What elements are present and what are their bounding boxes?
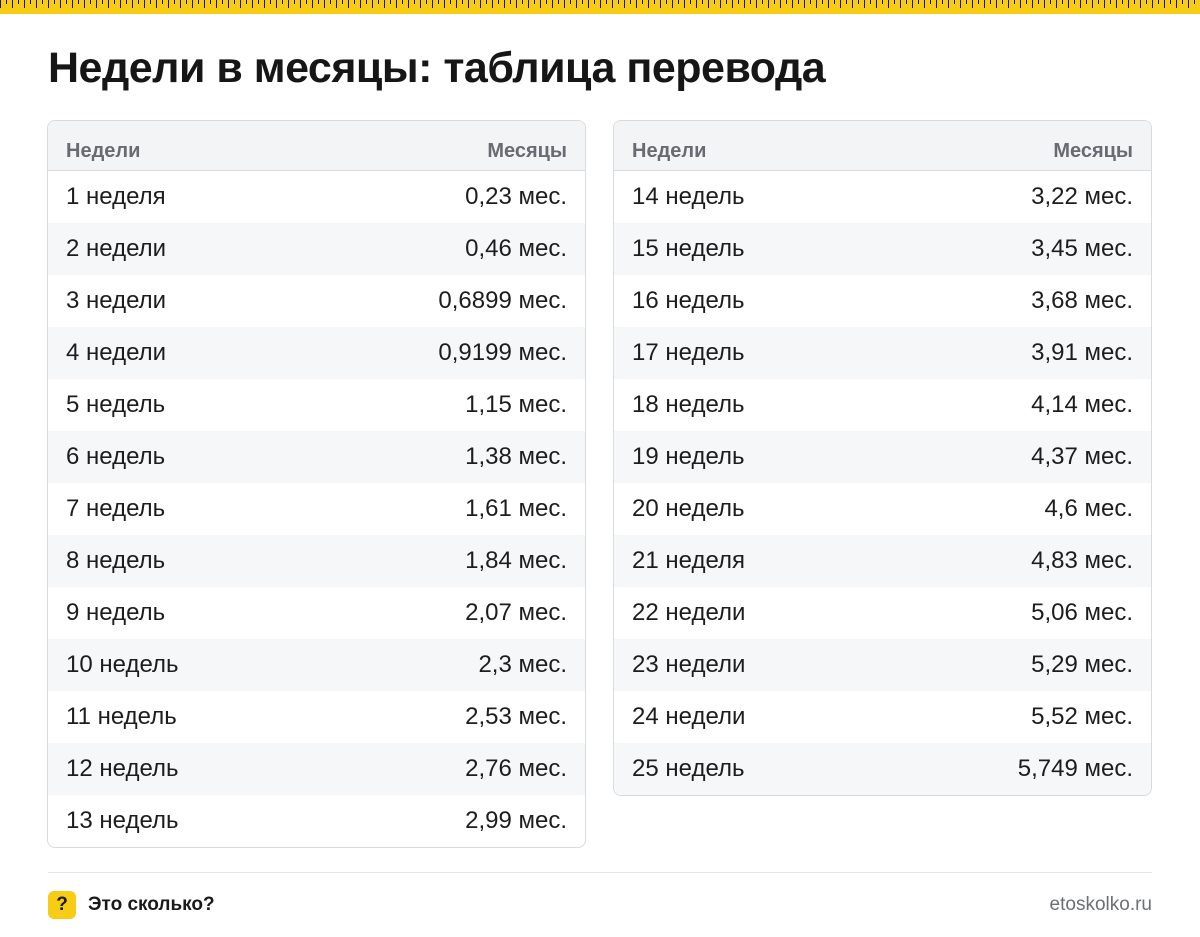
table-row: 18 недель 4,14 мес. (614, 379, 1151, 431)
row-weeks: 14 недель (632, 183, 745, 210)
row-weeks: 12 недель (66, 755, 179, 782)
table-rows: 14 недель 3,22 мес. 15 недель 3,45 мес. 16… (614, 171, 1151, 795)
row-months: 4,6 мес. (1044, 495, 1133, 522)
row-months: 3,22 мес. (1031, 183, 1133, 210)
row-months: 2,99 мес. (465, 807, 567, 834)
row-weeks: 7 недель (66, 495, 166, 522)
table-row: 2 недели 0,46 мес. (48, 223, 585, 275)
table-row: 17 недель 3,91 мес. (614, 327, 1151, 379)
row-months: 1,61 мес. (465, 495, 567, 522)
row-weeks: 23 недели (632, 651, 746, 678)
table-row: 4 недели 0,9199 мес. (48, 327, 585, 379)
row-months: 4,14 мес. (1031, 391, 1133, 418)
row-months: 2,76 мес. (465, 755, 567, 782)
header-weeks: Недели (66, 140, 141, 162)
row-months: 2,07 мес. (465, 599, 567, 626)
row-weeks: 9 недель (66, 599, 166, 626)
table-header: Недели Месяцы (614, 121, 1151, 171)
row-months: 0,6899 мес. (438, 287, 567, 314)
table-row: 19 недель 4,37 мес. (614, 431, 1151, 483)
table-row: 12 недель 2,76 мес. (48, 743, 585, 795)
row-weeks: 13 недель (66, 807, 179, 834)
row-months: 4,37 мес. (1031, 443, 1133, 470)
table-row: 9 недель 2,07 мес. (48, 587, 585, 639)
row-weeks: 21 неделя (632, 547, 745, 574)
table-row: 24 недели 5,52 мес. (614, 691, 1151, 743)
row-months: 0,46 мес. (465, 235, 567, 262)
question-mark-icon: ? (48, 891, 76, 919)
ruler-stripe (0, 0, 1200, 14)
row-weeks: 10 недель (66, 651, 179, 678)
brand-name: Это сколько? (88, 894, 215, 915)
row-months: 5,06 мес. (1031, 599, 1133, 626)
table-row: 20 недель 4,6 мес. (614, 483, 1151, 535)
table-row: 1 неделя 0,23 мес. (48, 171, 585, 223)
row-weeks: 8 недель (66, 547, 166, 574)
row-weeks: 3 недели (66, 287, 167, 314)
table-row: 8 недель 1,84 мес. (48, 535, 585, 587)
table-row: 22 недели 5,06 мес. (614, 587, 1151, 639)
row-weeks: 19 недель (632, 443, 745, 470)
table-row: 23 недели 5,29 мес. (614, 639, 1151, 691)
table-row: 16 недель 3,68 мес. (614, 275, 1151, 327)
row-weeks: 5 недель (66, 391, 166, 418)
row-weeks: 24 недели (632, 703, 746, 730)
row-weeks: 17 недель (632, 339, 745, 366)
row-months: 4,83 мес. (1031, 547, 1133, 574)
table-header: Недели Месяцы (48, 121, 585, 171)
row-weeks: 15 недель (632, 235, 745, 262)
row-weeks: 4 недели (66, 339, 167, 366)
row-weeks: 20 недель (632, 495, 745, 522)
row-months: 0,9199 мес. (438, 339, 567, 366)
table-row: 5 недель 1,15 мес. (48, 379, 585, 431)
table-row: 21 неделя 4,83 мес. (614, 535, 1151, 587)
table-row: 25 недель 5,749 мес. (614, 743, 1151, 795)
header-months: Месяцы (487, 140, 567, 162)
row-months: 0,23 мес. (465, 183, 567, 210)
site-link[interactable]: etoskolko.ru (1049, 894, 1152, 915)
table-row: 7 недель 1,61 мес. (48, 483, 585, 535)
row-weeks: 11 недель (66, 703, 177, 730)
row-months: 5,29 мес. (1031, 651, 1133, 678)
footer-divider (48, 872, 1152, 873)
table-row: 11 недель 2,53 мес. (48, 691, 585, 743)
table-row: 3 недели 0,6899 мес. (48, 275, 585, 327)
table-rows: 1 неделя 0,23 мес. 2 недели 0,46 мес. 3 не… (48, 171, 585, 847)
row-months: 3,91 мес. (1031, 339, 1133, 366)
row-months: 5,749 мес. (1017, 755, 1133, 782)
page-title: Недели в месяцы: таблица перевода (48, 44, 826, 92)
conversion-table-2: Недели Месяцы 14 недель 3,22 мес. 15 неде… (613, 120, 1152, 796)
row-months: 1,38 мес. (465, 443, 567, 470)
row-weeks: 6 недель (66, 443, 166, 470)
row-weeks: 25 недель (632, 755, 745, 782)
row-weeks: 16 недель (632, 287, 745, 314)
table-row: 13 недель 2,99 мес. (48, 795, 585, 847)
row-months: 2,3 мес. (478, 651, 567, 678)
row-weeks: 22 недели (632, 599, 746, 626)
conversion-table-1: Недели Месяцы 1 неделя 0,23 мес. 2 недели… (47, 120, 586, 848)
header-weeks: Недели (632, 140, 707, 162)
row-months: 2,53 мес. (465, 703, 567, 730)
table-row: 15 недель 3,45 мес. (614, 223, 1151, 275)
row-months: 1,15 мес. (465, 391, 567, 418)
table-row: 10 недель 2,3 мес. (48, 639, 585, 691)
table-row: 14 недель 3,22 мес. (614, 171, 1151, 223)
table-row: 6 недель 1,38 мес. (48, 431, 585, 483)
row-months: 3,45 мес. (1031, 235, 1133, 262)
row-months: 3,68 мес. (1031, 287, 1133, 314)
footer-brand[interactable]: ? Это сколько? (48, 891, 215, 919)
row-weeks: 2 недели (66, 235, 167, 262)
row-months: 1,84 мес. (465, 547, 567, 574)
header-months: Месяцы (1053, 140, 1133, 162)
row-weeks: 1 неделя (66, 183, 166, 210)
row-months: 5,52 мес. (1031, 703, 1133, 730)
row-weeks: 18 недель (632, 391, 745, 418)
